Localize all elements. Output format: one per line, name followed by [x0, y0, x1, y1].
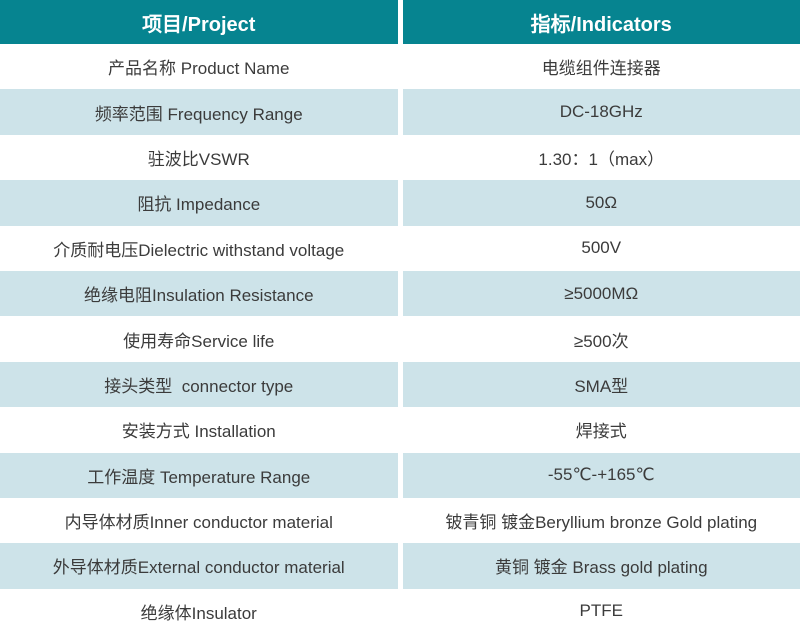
indicator-cell: PTFE — [402, 588, 800, 634]
table-row: 使用寿命Service life ≥500次 — [0, 316, 800, 362]
table-row: 频率范围 Frequency Range DC-18GHz — [0, 89, 800, 135]
project-cell: 产品名称 Product Name — [0, 44, 398, 90]
table-row: 内导体材质Inner conductor material 铍青铜 镀金Bery… — [0, 497, 800, 544]
indicator-cell: 电缆组件连接器 — [402, 44, 800, 90]
table-row: 产品名称 Product Name 电缆组件连接器 — [0, 44, 800, 90]
indicator-cell: 黄铜 镀金 Brass gold plating — [402, 543, 800, 589]
project-cell: 工作温度 Temperature Range — [0, 452, 398, 498]
table-row: 介质耐电压Dielectric withstand voltage 500V — [0, 225, 800, 271]
indicator-cell: SMA型 — [402, 361, 800, 408]
project-cell: 绝缘体Insulator — [0, 588, 398, 634]
indicator-cell: ≥5000MΩ — [402, 270, 800, 317]
project-cell: 外导体材质External conductor material — [0, 543, 398, 589]
project-cell: 频率范围 Frequency Range — [0, 89, 398, 135]
table-row: 外导体材质External conductor material 黄铜 镀金 B… — [0, 543, 800, 589]
header-cell-indicators: 指标/Indicators — [402, 0, 800, 44]
project-cell: 介质耐电压Dielectric withstand voltage — [0, 225, 398, 271]
table-row: 绝缘体Insulator PTFE — [0, 588, 800, 634]
project-cell: 绝缘电阻Insulation Resistance — [0, 270, 398, 317]
indicator-cell: 500V — [402, 225, 800, 271]
table-row: 接头类型 connector type SMA型 — [0, 361, 800, 408]
indicator-cell: 50Ω — [402, 180, 800, 226]
indicator-cell: 焊接式 — [402, 407, 800, 453]
indicator-cell: ≥500次 — [402, 316, 800, 362]
project-cell: 驻波比VSWR — [0, 134, 398, 181]
table-row: 工作温度 Temperature Range -55℃-+165℃ — [0, 452, 800, 498]
indicator-cell: 1.30：1（max） — [402, 134, 800, 181]
indicator-cell: 铍青铜 镀金Beryllium bronze Gold plating — [402, 497, 800, 544]
table-row: 驻波比VSWR 1.30：1（max） — [0, 134, 800, 181]
project-cell: 内导体材质Inner conductor material — [0, 497, 398, 544]
project-cell: 安装方式 Installation — [0, 407, 398, 453]
project-cell: 接头类型 connector type — [0, 361, 398, 408]
indicator-cell: DC-18GHz — [402, 89, 800, 135]
indicator-cell: -55℃-+165℃ — [402, 452, 800, 498]
table-row: 安装方式 Installation 焊接式 — [0, 407, 800, 453]
table-body: 产品名称 Product Name 电缆组件连接器 频率范围 Frequency… — [0, 44, 800, 634]
table-header-row: 项目/Project 指标/Indicators — [0, 0, 800, 44]
project-cell: 使用寿命Service life — [0, 316, 398, 362]
table-row: 绝缘电阻Insulation Resistance ≥5000MΩ — [0, 270, 800, 317]
header-cell-project: 项目/Project — [0, 0, 398, 44]
project-cell: 阻抗 Impedance — [0, 180, 398, 226]
table-row: 阻抗 Impedance 50Ω — [0, 180, 800, 226]
